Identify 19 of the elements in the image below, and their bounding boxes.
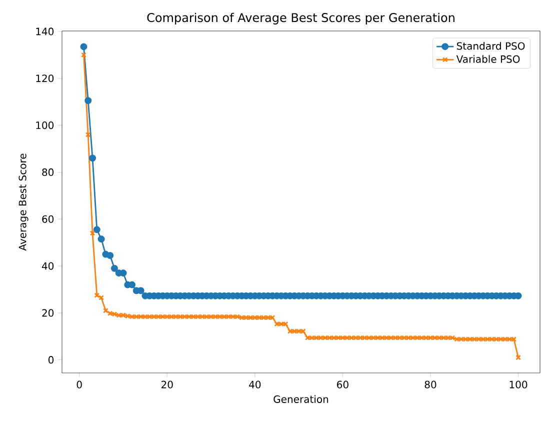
legend-label: Variable PSO bbox=[456, 55, 520, 63]
legend-label: Standard PSO bbox=[456, 42, 525, 50]
x-tick-label: 40 bbox=[249, 380, 261, 388]
y-tick-label: 60 bbox=[42, 215, 54, 223]
y-tick-label: 0 bbox=[48, 356, 54, 364]
x-axis-title: Generation bbox=[274, 395, 328, 403]
y-tick-label: 120 bbox=[36, 74, 54, 82]
y-tick-label: 100 bbox=[36, 121, 54, 130]
x-tick-label: 100 bbox=[510, 380, 528, 388]
chart-title: Comparison of Average Best Scores per Generation bbox=[147, 12, 454, 24]
y-tick-label: 80 bbox=[42, 168, 54, 176]
y-tick-label: 20 bbox=[42, 309, 54, 317]
y-tick-label: 140 bbox=[36, 28, 54, 36]
x-tick-label: 0 bbox=[76, 380, 82, 388]
x-tick-label: 80 bbox=[424, 380, 436, 388]
x-tick-label: 60 bbox=[337, 380, 348, 388]
y-axis-title: Average Best Score bbox=[18, 154, 28, 251]
y-tick-label: 40 bbox=[42, 262, 54, 270]
x-tick-label: 20 bbox=[162, 380, 173, 388]
